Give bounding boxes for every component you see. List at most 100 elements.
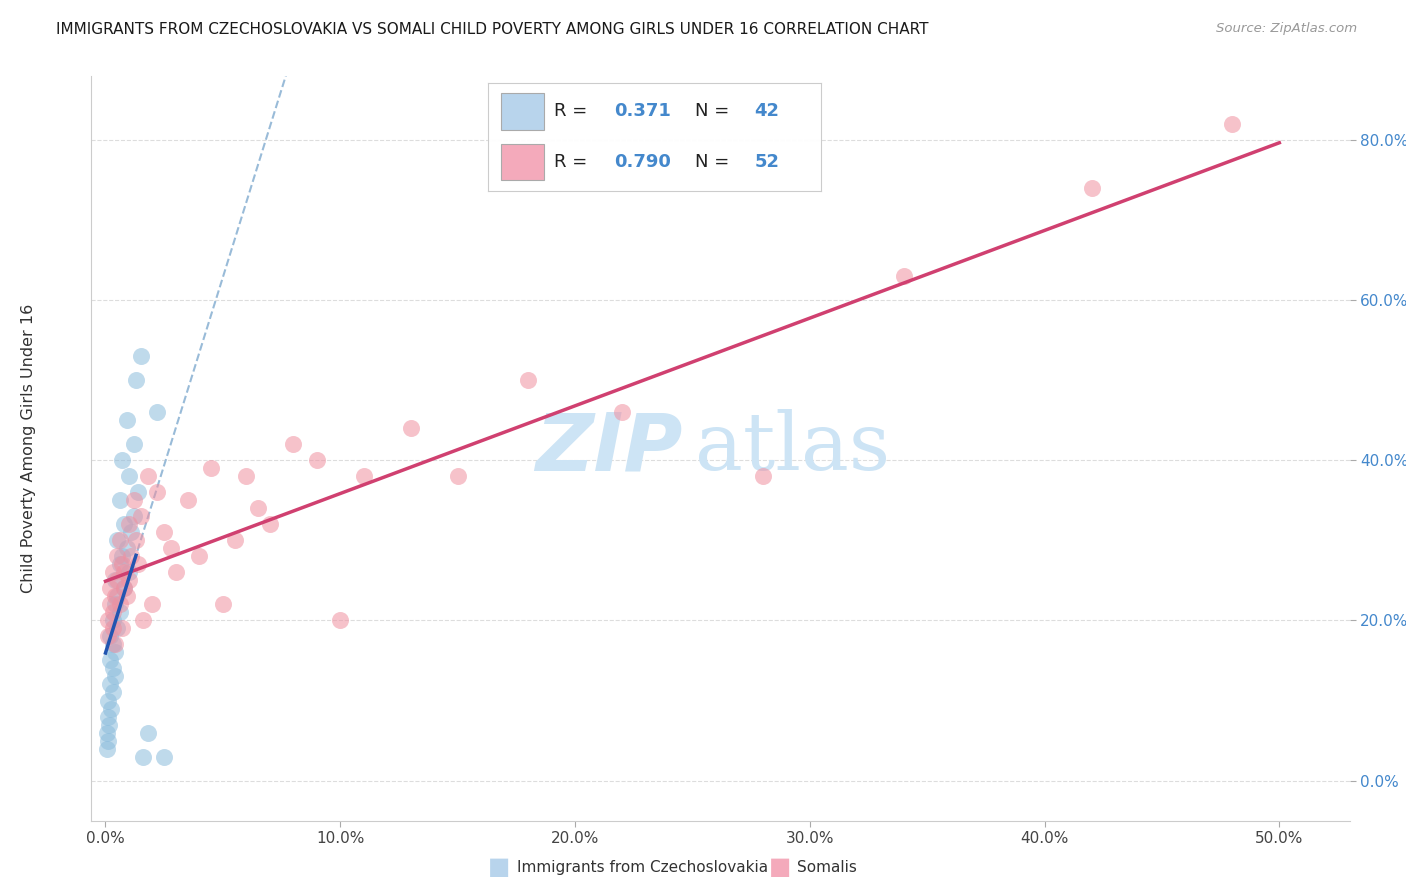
Point [111, 558, 134, 572]
Point [118, 574, 141, 588]
Point [98, 629, 121, 643]
Point [101, 614, 124, 628]
Point [105, 533, 128, 548]
Point [200, 461, 222, 475]
Point [141, 598, 163, 612]
Point [259, 517, 281, 532]
Point [752, 469, 775, 483]
Point [96, 741, 118, 756]
Point [104, 590, 127, 604]
Point [399, 421, 422, 435]
Point [97, 733, 120, 747]
Point [153, 525, 176, 540]
Point [120, 525, 142, 540]
Point [118, 469, 141, 483]
Text: Somalis: Somalis [797, 860, 858, 874]
Point [305, 453, 328, 467]
Point [97, 629, 120, 643]
Point [104, 637, 127, 651]
Point [97, 614, 120, 628]
Point [353, 469, 375, 483]
Point [101, 661, 124, 675]
Point [104, 598, 127, 612]
Point [101, 566, 124, 580]
Point [98, 717, 121, 731]
Point [105, 590, 128, 604]
Point [105, 549, 128, 564]
Point [98, 582, 121, 596]
Point [104, 574, 127, 588]
Text: Source: ZipAtlas.com: Source: ZipAtlas.com [1216, 22, 1357, 36]
Point [122, 493, 145, 508]
Point [112, 582, 135, 596]
Point [176, 493, 198, 508]
Point [893, 268, 915, 283]
Point [120, 549, 142, 564]
Point [136, 725, 159, 739]
Point [127, 558, 149, 572]
Point [1080, 181, 1102, 195]
Point [97, 693, 120, 707]
Point [101, 606, 124, 620]
Point [98, 598, 121, 612]
Text: ZIP: ZIP [536, 409, 683, 487]
Point [112, 517, 135, 532]
Point [118, 517, 141, 532]
Point [235, 469, 257, 483]
Point [129, 349, 152, 363]
Point [108, 606, 131, 620]
Point [97, 709, 120, 723]
Point [329, 614, 352, 628]
Point [111, 549, 134, 564]
Point [104, 645, 127, 659]
Point [115, 590, 138, 604]
Point [98, 653, 121, 667]
Point [146, 405, 169, 419]
Point [165, 566, 187, 580]
Point [105, 574, 128, 588]
Point [101, 637, 124, 651]
Point [224, 533, 246, 548]
Point [111, 453, 134, 467]
Point [136, 469, 159, 483]
Text: IMMIGRANTS FROM CZECHOSLOVAKIA VS SOMALI CHILD POVERTY AMONG GIRLS UNDER 16 CORR: IMMIGRANTS FROM CZECHOSLOVAKIA VS SOMALI… [56, 22, 929, 37]
Point [122, 437, 145, 451]
Point [108, 493, 131, 508]
Point [127, 485, 149, 500]
Point [115, 413, 138, 427]
Point [517, 373, 540, 387]
Y-axis label: Child Poverty Among Girls Under 16: Child Poverty Among Girls Under 16 [21, 303, 35, 593]
Point [129, 509, 152, 524]
Point [108, 598, 131, 612]
Point [160, 541, 183, 556]
Text: ■: ■ [488, 855, 510, 879]
Point [247, 501, 270, 516]
Point [101, 685, 124, 699]
Point [112, 582, 135, 596]
Point [125, 533, 148, 548]
Point [283, 437, 305, 451]
Point [96, 725, 118, 739]
Point [610, 405, 633, 419]
Point [122, 509, 145, 524]
Point [108, 533, 131, 548]
Point [104, 669, 127, 683]
Point [212, 598, 235, 612]
Point [118, 566, 141, 580]
Point [101, 622, 124, 636]
Text: ■: ■ [769, 855, 792, 879]
Point [132, 749, 155, 764]
Point [446, 469, 468, 483]
Point [188, 549, 211, 564]
Text: Immigrants from Czechoslovakia: Immigrants from Czechoslovakia [517, 860, 769, 874]
Point [146, 485, 169, 500]
Point [132, 614, 155, 628]
Text: atlas: atlas [696, 409, 890, 487]
Point [98, 677, 121, 691]
Point [125, 373, 148, 387]
Point [1222, 117, 1244, 131]
Point [115, 541, 138, 556]
Point [112, 566, 135, 580]
Point [100, 701, 122, 715]
Point [153, 749, 176, 764]
